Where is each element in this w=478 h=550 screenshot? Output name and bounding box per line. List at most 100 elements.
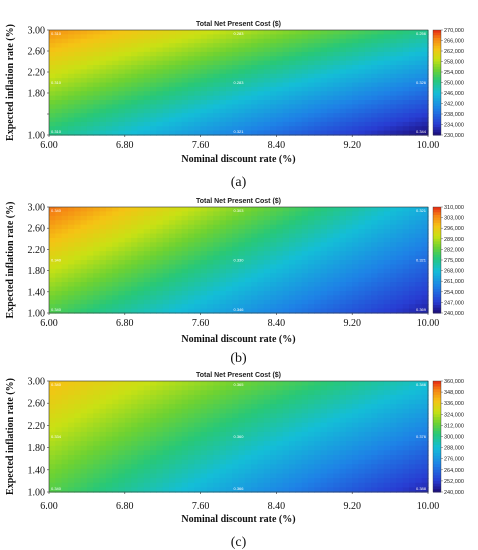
heatmap-cell [55, 299, 63, 305]
heatmap-cell [124, 73, 132, 79]
heatmap-cell [143, 268, 151, 274]
heatmap-cell [61, 237, 69, 243]
heatmap-cell [345, 286, 353, 292]
heatmap-cell [105, 65, 113, 70]
heatmap-cell [295, 286, 303, 292]
heatmap-cell [137, 282, 145, 288]
heatmap-cell [371, 436, 379, 442]
colorbar-segment [433, 64, 441, 68]
colorbar-segment [433, 450, 441, 454]
heatmap-cell [137, 51, 145, 57]
heatmap-cell [118, 108, 126, 114]
heatmap-cell [244, 381, 252, 387]
colorbar-segment [433, 100, 441, 105]
heatmap-cell [409, 478, 416, 484]
panel-label: (a) [231, 175, 247, 190]
heatmap-cell [105, 487, 113, 493]
heatmap-cell [99, 468, 107, 475]
heatmap-cell [326, 91, 334, 97]
heatmap-cell [112, 73, 120, 79]
heatmap-cell [364, 60, 372, 66]
heatmap-cell [187, 56, 195, 62]
heatmap-cell [314, 464, 322, 470]
heatmap-cell [67, 104, 75, 110]
heatmap-cell [219, 233, 227, 239]
heatmap-cell [257, 268, 265, 274]
heatmap-cell [105, 455, 113, 461]
heatmap-cell [99, 445, 107, 451]
colorbar-segment [433, 289, 441, 293]
heatmap-cell [55, 51, 63, 57]
heatmap-cell [345, 65, 353, 70]
heatmap-cell [238, 427, 246, 433]
heatmap-cell [263, 399, 271, 405]
heatmap-cell [421, 413, 429, 419]
heatmap-cell [358, 381, 366, 387]
heatmap-cell [187, 408, 195, 414]
heatmap-cell [175, 422, 183, 428]
heatmap-cell [333, 255, 341, 261]
heatmap-cell [131, 113, 139, 119]
heatmap-cell [409, 215, 416, 221]
heatmap-cell [169, 113, 176, 119]
heatmap-cell [181, 130, 189, 136]
colorbar-segment [433, 419, 441, 424]
heatmap-cell [80, 126, 88, 132]
heatmap-cell [415, 468, 423, 475]
heatmap-cell [244, 436, 252, 442]
heatmap-cell [244, 408, 252, 414]
heatmap-cell [67, 255, 75, 261]
heatmap-cell [301, 73, 309, 79]
heatmap-cell [49, 255, 56, 261]
heatmap-cell [105, 478, 113, 484]
heatmap-cell [301, 82, 309, 88]
heatmap-cell [345, 450, 353, 456]
heatmap-cell [99, 473, 107, 479]
heatmap-cell [213, 478, 221, 484]
heatmap-cell [206, 418, 214, 424]
heatmap-cell [345, 51, 353, 57]
heatmap-cell [371, 56, 379, 62]
heatmap-cell [383, 427, 391, 433]
heatmap-cell [371, 65, 379, 70]
heatmap-cell [112, 130, 120, 136]
heatmap-cell [162, 51, 170, 57]
heatmap-cell [194, 308, 202, 314]
heatmap-cell [390, 478, 398, 484]
heatmap-cell [181, 237, 189, 243]
heatmap-cell [219, 413, 227, 419]
colorbar-segment [433, 209, 441, 213]
heatmap-cell [238, 418, 246, 424]
heatmap-cell [61, 30, 69, 35]
heatmap-cell [99, 43, 107, 49]
heatmap-cell [383, 215, 391, 221]
heatmap-cell [409, 69, 416, 75]
heatmap-cell [105, 224, 113, 230]
heatmap-cell [409, 260, 416, 266]
heatmap-cell [200, 117, 208, 123]
heatmap-cell [150, 445, 157, 451]
heatmap-cell [213, 408, 221, 414]
heatmap-cell [282, 220, 290, 226]
heatmap-cell [364, 286, 372, 292]
heatmap-cell [301, 441, 309, 447]
heatmap-cell [105, 427, 113, 433]
heatmap-cell [80, 413, 88, 419]
heatmap-cell [358, 413, 366, 419]
heatmap-cell [339, 91, 347, 97]
heatmap-cell [181, 251, 189, 257]
heatmap-cell [131, 464, 139, 470]
heatmap-cell [175, 73, 183, 79]
heatmap-cell [276, 404, 284, 410]
heatmap-cell [156, 408, 164, 414]
heatmap-cell [326, 126, 334, 132]
heatmap-cell [244, 441, 252, 447]
heatmap-cell [276, 60, 284, 66]
heatmap-cell [383, 394, 391, 401]
heatmap-cell [244, 431, 252, 438]
heatmap-cell [270, 295, 277, 301]
heatmap-cell [61, 126, 69, 132]
heatmap-cell [55, 473, 63, 479]
heatmap-cell [49, 468, 56, 475]
heatmap-cell [169, 43, 176, 49]
